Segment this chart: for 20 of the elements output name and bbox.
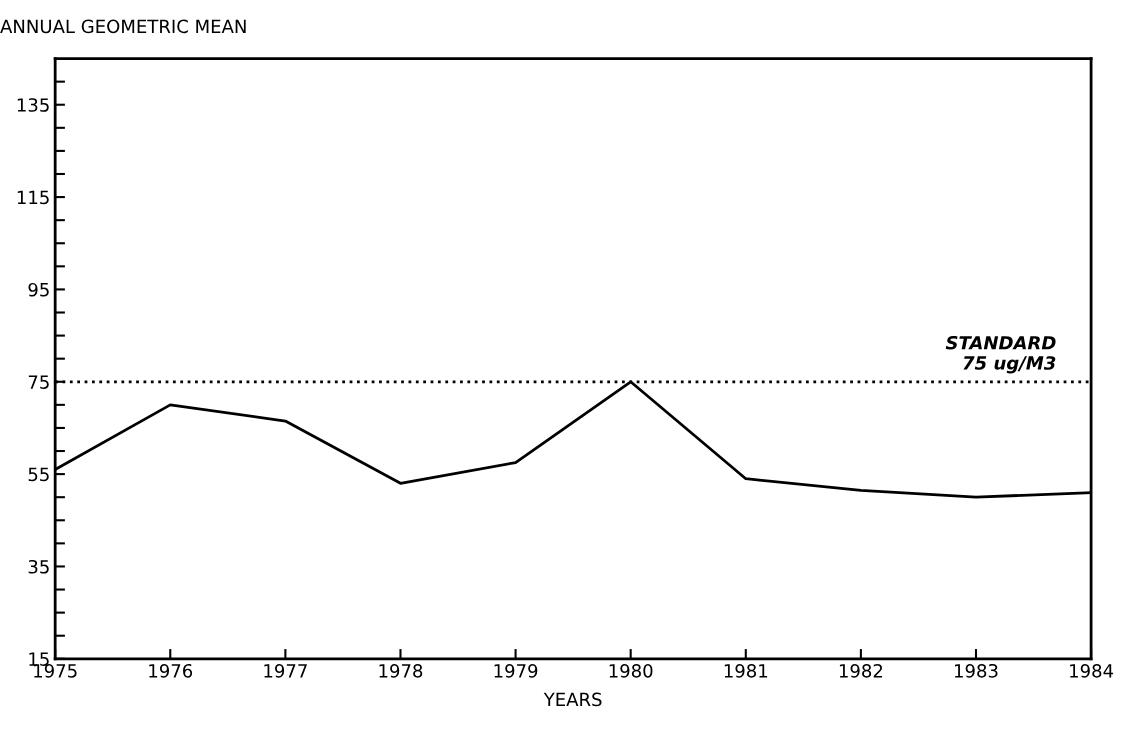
x-tick-label: 1978 xyxy=(379,663,423,678)
x-tick-label: 1977 xyxy=(264,663,307,678)
ref-line-label: STANDARD 75 ug/M3 xyxy=(945,335,1056,374)
y-tick-label: 135 xyxy=(17,98,49,112)
x-tick-label: 1981 xyxy=(724,663,768,678)
x-tick-label: 1975 xyxy=(34,663,77,678)
x-tick-label: 1980 xyxy=(609,663,653,678)
x-tick-label: 1982 xyxy=(839,663,883,678)
x-tick-label: 1983 xyxy=(955,663,998,678)
y-tick-label: 95 xyxy=(28,282,49,297)
y-tick-label: 55 xyxy=(28,467,49,482)
y-tick-label: 75 xyxy=(28,375,49,389)
x-tick-label: 1979 xyxy=(494,663,538,678)
y-tick-label: 115 xyxy=(17,190,49,205)
x-tick-label: 1984 xyxy=(1070,663,1114,678)
chart-title: ANNUAL GEOMETRIC MEAN xyxy=(0,19,246,34)
x-axis-title: YEARS xyxy=(543,692,602,707)
x-tick-label: 1976 xyxy=(149,663,193,678)
y-tick-label: 15 xyxy=(29,652,49,666)
y-tick-label: 35 xyxy=(28,559,49,574)
